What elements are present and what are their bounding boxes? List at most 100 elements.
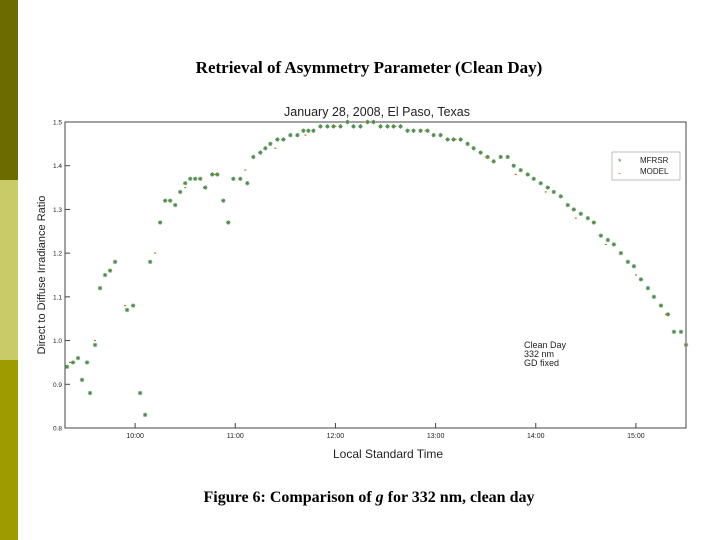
slide-title: Retrieval of Asymmetry Parameter (Clean … xyxy=(195,58,543,77)
model-point xyxy=(484,156,487,158)
x-axis-label: Local Standard Time xyxy=(333,447,443,461)
mfrsr-point xyxy=(221,198,226,203)
y-tick-label: 1.3 xyxy=(53,207,62,214)
mfrsr-point xyxy=(631,264,637,269)
mfrsr-point xyxy=(311,128,316,133)
model-point xyxy=(394,125,397,127)
mfrsr-point xyxy=(491,159,496,164)
mfrsr-point xyxy=(226,220,231,225)
mfrsr-point xyxy=(198,176,203,182)
caption-prefix: Figure 6: Comparison of xyxy=(203,489,376,506)
x-tick-label: 15:00 xyxy=(627,433,645,440)
y-tick-label: 1.1 xyxy=(53,294,62,301)
mfrsr-point xyxy=(531,176,536,182)
chart-annotation: Clean Day 332 nm GD fixed xyxy=(524,340,567,368)
model-point xyxy=(184,186,187,189)
sidebar-band-middle xyxy=(0,180,18,360)
model-point xyxy=(544,191,547,193)
legend-box xyxy=(611,151,681,181)
mfrsr-point xyxy=(288,132,293,138)
mfrsr-point xyxy=(551,189,556,195)
mfrsr-point xyxy=(411,128,416,133)
mfrsr-point xyxy=(275,137,280,142)
annotation-line-2: 332 nm xyxy=(524,349,554,359)
model-point xyxy=(364,121,367,123)
axis-ticks: 10:00 11:00 12:00 13:00 14:00 15:00 0.8 0.9 1.0 1… xyxy=(53,120,645,441)
x-tick-label: 14:00 xyxy=(527,433,545,440)
mfrsr-point xyxy=(193,176,198,182)
mfrsr-point xyxy=(678,329,684,335)
mfrsr-point xyxy=(625,259,631,265)
model-point xyxy=(124,305,127,307)
mfrsr-point xyxy=(498,154,503,160)
model-point xyxy=(94,339,97,342)
x-tick-label: 10:00 xyxy=(126,433,144,440)
y-tick-label: 1.0 xyxy=(53,338,62,345)
mfrsr-point xyxy=(465,141,470,147)
slide-sidebar xyxy=(0,0,18,540)
mfrsr-point xyxy=(87,390,93,396)
mfrsr-point xyxy=(162,198,168,203)
annotation-line-1: Clean Day xyxy=(524,340,567,350)
mfrsr-point xyxy=(671,329,677,335)
x-tick-label: 12:00 xyxy=(327,433,345,440)
mfrsr-point xyxy=(578,211,584,216)
figure-caption: Figure 6: Comparison of g for 332 nm, cl… xyxy=(18,489,720,507)
annotation-line-3: GD fixed xyxy=(524,358,559,368)
mfrsr-point xyxy=(92,342,98,348)
model-point xyxy=(154,252,157,254)
mfrsr-point xyxy=(75,355,81,361)
mfrsr-point xyxy=(398,124,403,129)
x-tick-label: 13:00 xyxy=(427,433,445,440)
mfrsr-point xyxy=(585,215,591,221)
mfrsr-point xyxy=(79,377,85,383)
legend-mfrsr-marker: * xyxy=(618,157,622,167)
mfrsr-point xyxy=(157,220,163,225)
model-point xyxy=(685,344,687,346)
x-tick-label: 11:00 xyxy=(227,433,244,440)
mfrsr-point xyxy=(558,194,563,199)
mfrsr-point xyxy=(565,202,571,208)
mfrsr-point xyxy=(263,146,268,151)
mfrsr-point xyxy=(538,181,543,186)
y-tick-label: 0.9 xyxy=(53,382,62,389)
mfrsr-point xyxy=(438,132,443,138)
mfrsr-point xyxy=(518,167,523,173)
mfrsr-point xyxy=(371,119,376,125)
mfrsr-point xyxy=(458,137,463,142)
mfrsr-point xyxy=(478,150,483,155)
model-point xyxy=(454,138,457,141)
mfrsr-point xyxy=(651,294,657,300)
model-point xyxy=(69,361,72,364)
mfrsr-point xyxy=(325,124,330,129)
mfrsr-point xyxy=(301,128,306,133)
mfrsr-point xyxy=(431,132,436,138)
mfrsr-point xyxy=(251,154,256,160)
mfrsr-point xyxy=(203,185,208,190)
mfrsr-point xyxy=(167,198,173,203)
mfrsr-point xyxy=(351,124,356,129)
mfrsr-point xyxy=(137,390,143,396)
mfrsr-point xyxy=(97,285,103,291)
model-point xyxy=(214,173,217,176)
mfrsr-point xyxy=(147,259,153,265)
model-point xyxy=(334,125,337,127)
mfrsr-point xyxy=(102,272,108,278)
mfrsr-point xyxy=(142,412,148,418)
mfrsr-point xyxy=(605,237,611,243)
mfrsr-point xyxy=(598,233,604,238)
model-point xyxy=(604,243,607,245)
sidebar-band-top xyxy=(0,0,18,180)
mfrsr-point xyxy=(210,172,215,177)
mfrsr-point xyxy=(591,220,597,225)
mfrsr-point xyxy=(215,172,220,177)
mfrsr-point xyxy=(451,137,456,142)
mfrsr-point xyxy=(385,124,390,129)
mfrsr-point xyxy=(172,202,178,208)
mfrsr-point xyxy=(268,141,273,147)
data-points xyxy=(64,119,689,418)
mfrsr-point xyxy=(525,172,530,177)
mfrsr-point xyxy=(306,128,311,133)
mfrsr-point xyxy=(84,360,90,365)
mfrsr-point xyxy=(571,207,577,212)
